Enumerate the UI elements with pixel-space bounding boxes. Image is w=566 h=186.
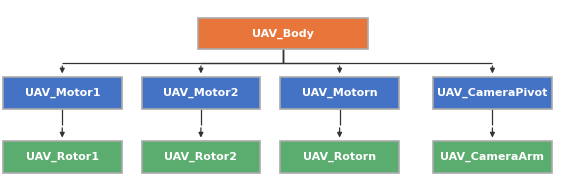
Text: UAV_Motor1: UAV_Motor1 bbox=[24, 88, 100, 98]
FancyBboxPatch shape bbox=[198, 18, 368, 49]
FancyBboxPatch shape bbox=[3, 77, 122, 109]
FancyBboxPatch shape bbox=[142, 141, 260, 173]
FancyBboxPatch shape bbox=[433, 77, 552, 109]
Text: UAV_Rotor1: UAV_Rotor1 bbox=[26, 152, 98, 162]
Text: UAV_Rotor2: UAV_Rotor2 bbox=[165, 152, 237, 162]
Text: UAV_Rotorn: UAV_Rotorn bbox=[303, 152, 376, 162]
Text: UAV_CameraArm: UAV_CameraArm bbox=[440, 152, 544, 162]
FancyBboxPatch shape bbox=[3, 141, 122, 173]
FancyBboxPatch shape bbox=[142, 77, 260, 109]
Text: UAV_Body: UAV_Body bbox=[252, 28, 314, 39]
Text: UAV_CameraPivot: UAV_CameraPivot bbox=[437, 88, 548, 98]
FancyBboxPatch shape bbox=[433, 141, 552, 173]
FancyBboxPatch shape bbox=[280, 77, 399, 109]
Text: UAV_Motorn: UAV_Motorn bbox=[302, 88, 378, 98]
FancyBboxPatch shape bbox=[280, 141, 399, 173]
Text: UAV_Motor2: UAV_Motor2 bbox=[163, 88, 239, 98]
